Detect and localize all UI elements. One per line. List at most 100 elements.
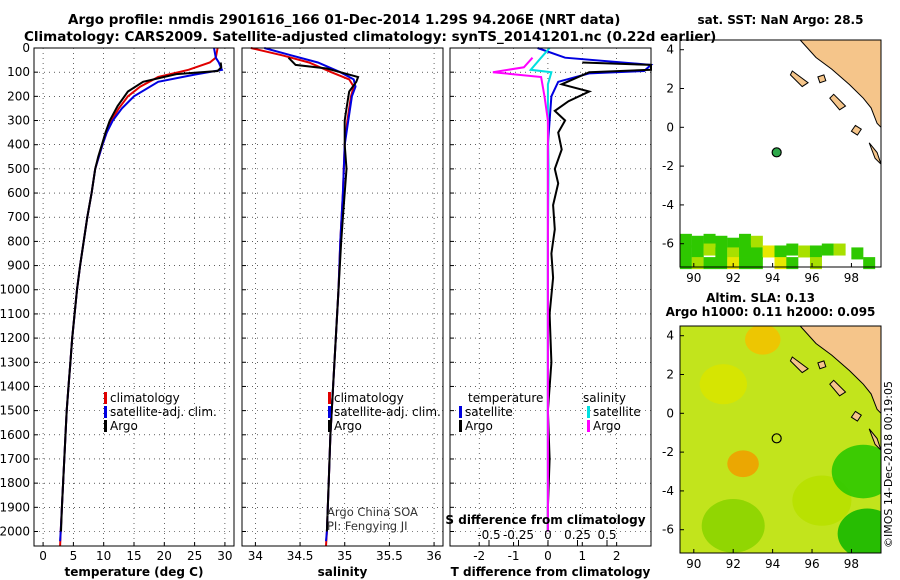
sst-cell (703, 243, 716, 256)
salinity-series-satellite-adj-clim- (264, 47, 357, 542)
depth-tick-label: 1200 (0, 331, 30, 345)
difference-legend-right-0-swatch (587, 406, 590, 418)
temperature-xtick-label: 30 (217, 549, 232, 563)
salinity-legend-2-swatch (328, 420, 331, 432)
difference-legend-right-1-swatch (587, 420, 590, 432)
sla-map-frame (679, 325, 882, 554)
temperature-series-climatology (59, 47, 219, 547)
sst-cell (762, 245, 775, 258)
difference-legend-right-title: salinity (583, 391, 626, 405)
depth-tick-label: 0 (22, 41, 30, 55)
salinity-xtick-label: 34.5 (287, 549, 314, 563)
sla-map-title-2: Argo h1000: 0.11 h2000: 0.095 (666, 305, 876, 319)
difference-xtick-label: 0 (544, 549, 552, 563)
sla-map-ytick-label: 4 (666, 329, 674, 343)
sst-cell (703, 233, 716, 246)
sst-map-ytick-label: 0 (666, 120, 674, 134)
sst-map-land-sumatra (799, 39, 882, 129)
sst-map-ytick-label: -6 (662, 237, 674, 251)
difference-legend-right-0-label: satellite (593, 405, 641, 419)
sst-map-island-0 (789, 70, 809, 88)
sst-cell (679, 257, 692, 270)
difference-s-tick-label: -0.25 (503, 528, 534, 542)
temperature-xtick-label: 15 (126, 549, 141, 563)
depth-tick-label: 1800 (0, 476, 30, 490)
sst-map-ytick-label: -4 (662, 198, 674, 212)
depth-tick-label: 2000 (0, 524, 30, 538)
sst-cell (715, 235, 728, 248)
sst-cell (679, 233, 692, 246)
difference-legend-left-title: temperature (468, 391, 543, 405)
figure-title-line-1: Argo profile: nmdis 2901616_166 01-Dec-2… (68, 12, 621, 28)
depth-tick-label: 200 (7, 89, 30, 103)
sla-map-xtick-label: 92 (726, 557, 741, 571)
sla-map-blob-4 (701, 499, 765, 553)
sla-map-blob-5 (831, 444, 881, 499)
difference-xlabel: T difference from climatology (451, 565, 651, 579)
difference-xtick-label: -1 (508, 549, 520, 563)
temperature-series-satellite-adj-clim- (59, 47, 224, 542)
difference-legend-left-0-swatch (459, 406, 462, 418)
sla-map-island-3 (850, 410, 862, 422)
difference-legend-left-1-label: Argo (465, 419, 493, 433)
sst-map-xtick-label: 92 (726, 271, 741, 285)
difference-xtick-label: 2 (613, 549, 621, 563)
sla-map-island-1 (817, 360, 827, 370)
difference-legend-left-0-label: satellite (465, 405, 513, 419)
depth-tick-label: 100 (7, 65, 30, 79)
sst-map-island-2 (829, 93, 847, 111)
sst-cell (727, 237, 740, 250)
salinity-annotation-pi: PI: Fengying JI (327, 519, 408, 533)
salinity-xtick-label: 35 (337, 549, 352, 563)
sst-cell (739, 233, 752, 246)
sla-map-blob-6 (837, 508, 881, 553)
sla-map-ytick-label: -4 (662, 484, 674, 498)
sst-cell (809, 245, 822, 258)
difference-xtick-label: 1 (578, 549, 586, 563)
sst-cell (703, 257, 716, 270)
depth-tick-label: 300 (7, 114, 30, 128)
depth-tick-label: 1700 (0, 452, 30, 466)
sst-map-xtick-label: 96 (804, 271, 819, 285)
temperature-legend-1-label: satellite-adj. clim. (110, 405, 217, 419)
depth-tick-label: 500 (7, 162, 30, 176)
depth-tick-label: 900 (7, 259, 30, 273)
sla-map-blob-1 (727, 450, 759, 478)
depth-tick-label: 1600 (0, 428, 30, 442)
temperature-xtick-label: 20 (157, 549, 172, 563)
sla-map-title-1: Altim. SLA: 0.13 (706, 291, 815, 305)
sst-map-argo-marker (771, 147, 782, 158)
sst-cell (821, 243, 834, 256)
sla-map-ytick-label: 2 (666, 368, 674, 382)
difference-xtick-label: -2 (473, 549, 485, 563)
sla-map-xtick-label: 96 (804, 557, 819, 571)
depth-tick-label: 1000 (0, 283, 30, 297)
temperature-xtick-label: 25 (187, 549, 202, 563)
sst-cell (774, 245, 787, 258)
sst-map-ytick-label: 2 (666, 82, 674, 96)
sst-map-xtick-label: 94 (765, 271, 780, 285)
salinity-legend-2-label: Argo (334, 419, 362, 433)
sst-cell (679, 245, 692, 258)
depth-tick-label: 1100 (0, 307, 30, 321)
temperature-legend-2-swatch (104, 420, 107, 432)
sst-map-island-3 (850, 124, 862, 136)
depth-tick-label: 800 (7, 234, 30, 248)
depth-tick-label: 1400 (0, 379, 30, 393)
salinity-series-argo (287, 56, 360, 532)
sst-cell (691, 245, 704, 258)
sst-cell (863, 257, 876, 270)
salinity-legend-0-label: climatology (334, 391, 404, 405)
sst-map-island-4 (868, 142, 882, 165)
temperature-xtick-label: 5 (70, 549, 78, 563)
imos-watermark: ©IMOS 14-Dec-2018 00:19:05 (882, 381, 895, 548)
sst-cell (786, 257, 799, 270)
sla-map-blob-3 (792, 475, 852, 526)
figure-title-line-2: Climatology: CARS2009. Satellite-adjuste… (24, 29, 717, 45)
sla-map-blob-0 (745, 326, 781, 355)
depth-tick-label: 1900 (0, 500, 30, 514)
sst-map-ytick-label: -2 (662, 159, 674, 173)
salinity-xtick-label: 36 (426, 549, 441, 563)
sst-cell (774, 257, 787, 270)
